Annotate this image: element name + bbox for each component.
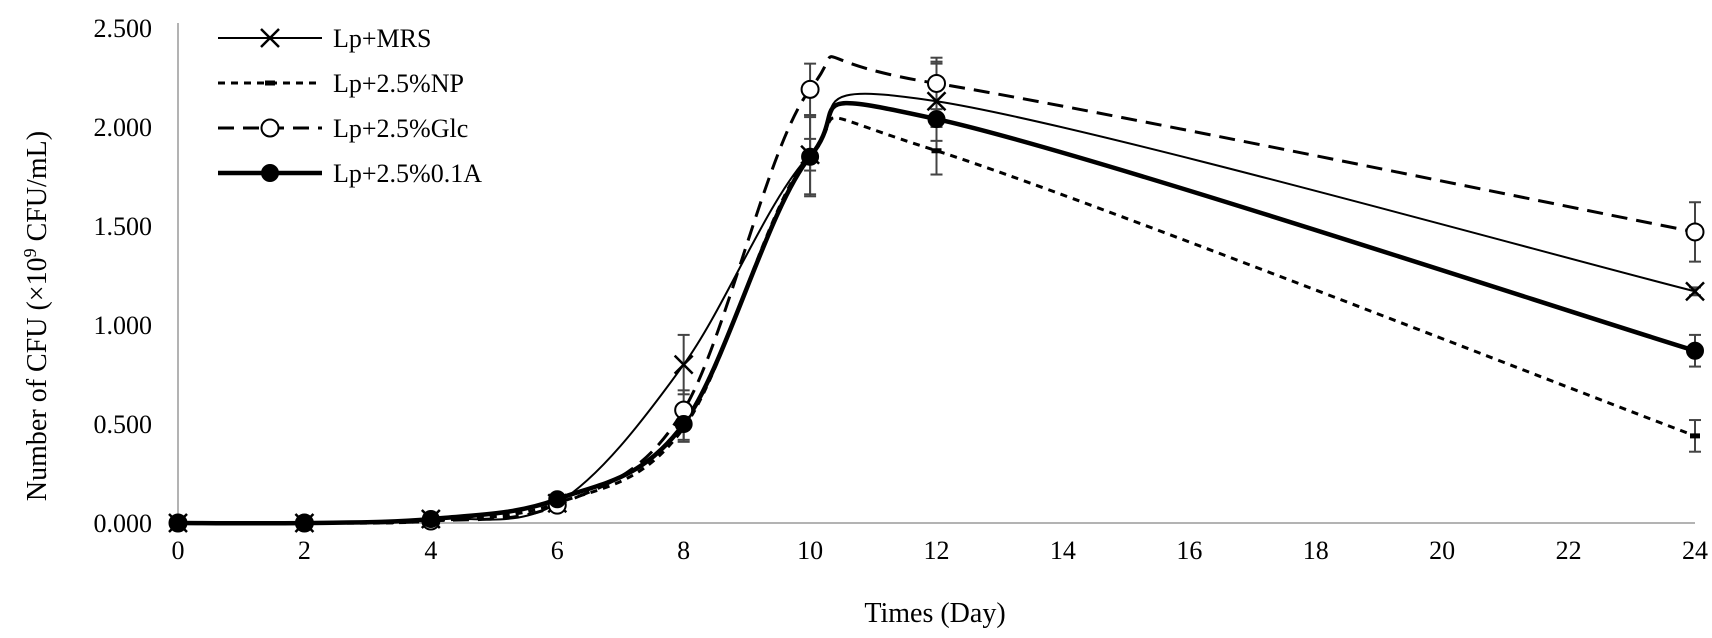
legend-label-lp-mrs: Lp+MRS: [333, 24, 431, 53]
legend-item-lp-mrs: Lp+MRS: [218, 24, 431, 53]
marker-lp-2-5-0-1a: [674, 415, 693, 433]
y-tick-label: 1.000: [94, 311, 153, 340]
x-tick-label: 4: [424, 536, 437, 565]
y-axis-title-superscript: 9: [20, 248, 40, 257]
marker-lp-mrs-stroke-b: [1685, 281, 1705, 302]
tick-labels: 0 2 4 6 8 10 12 14 16 18 20 22 240.0000.5001.0001.50…: [94, 14, 1709, 565]
marker-lp-mrs-stroke-b: [926, 91, 947, 112]
marker-lp-2-5-np: [931, 148, 942, 154]
x-tick-label: 18: [1303, 536, 1329, 565]
marker-lp-mrs: [1685, 281, 1705, 302]
x-tick-label: 8: [677, 536, 690, 565]
legend-marker-lp-mrs-stroke-b: [260, 28, 280, 48]
series-lines: [177, 55, 1696, 526]
marker-lp-2-5-0-1a: [169, 514, 187, 532]
y-tick-label: 0.500: [94, 410, 153, 439]
series-line-lp-2-5-glc: [177, 55, 1696, 525]
y-tick-label: 0.000: [94, 509, 153, 538]
x-tick-label: 10: [797, 536, 823, 565]
legend-marker-lp-2-5-0-1a: [261, 164, 279, 182]
legend-item-lp-2-5-np: Lp+2.5%NP: [218, 69, 464, 98]
legend-label-lp-2-5-0-1a: Lp+2.5%0.1A: [333, 159, 482, 188]
x-tick-label: 6: [551, 536, 564, 565]
x-tick-label: 12: [924, 536, 950, 565]
y-tick-label: 2.000: [94, 113, 153, 142]
y-axis-title: Number of CFU (×109 CFU/mL): [20, 131, 53, 501]
legend-marker-lp-2-5-glc: [260, 118, 280, 138]
x-tick-label: 16: [1176, 536, 1202, 565]
marker-lp-mrs: [926, 91, 947, 112]
legend-label-lp-2-5-glc: Lp+2.5%Glc: [333, 114, 468, 143]
marker-lp-2-5-glc: [1685, 222, 1705, 242]
marker-lp-2-5-glc: [800, 79, 820, 99]
marker-lp-mrs: [673, 354, 694, 375]
legend-item-lp-2-5-glc: Lp+2.5%Glc: [218, 114, 468, 143]
series-markers: [168, 73, 1705, 533]
marker-lp-2-5-glc: [927, 73, 946, 93]
legend-label-lp-2-5-np: Lp+2.5%NP: [333, 69, 464, 98]
x-axis-title: Times (Day): [864, 598, 1005, 629]
marker-lp-2-5-0-1a: [1686, 341, 1704, 360]
marker-lp-2-5-0-1a: [421, 510, 440, 529]
legend-marker-lp-mrs: [260, 28, 280, 48]
marker-lp-2-5-np: [1690, 433, 1700, 439]
y-axis-title-tail: CFU/mL): [22, 131, 53, 248]
y-tick-label: 2.500: [94, 14, 153, 43]
x-tick-label: 2: [298, 536, 311, 565]
x-tick-label: 24: [1682, 536, 1708, 565]
marker-lp-2-5-0-1a: [548, 490, 567, 509]
legend: Lp+MRS Lp+2.5%NP Lp+2.5%Glc Lp+2.5%0.1A: [218, 24, 482, 188]
x-tick-label: 20: [1429, 536, 1455, 565]
series-line-lp-2-5-0-1a: [177, 100, 1696, 526]
x-tick-label: 14: [1050, 536, 1076, 565]
legend-item-lp-2-5-0-1a: Lp+2.5%0.1A: [218, 159, 482, 188]
legend-marker-lp-2-5-np: [265, 80, 275, 86]
y-axis-title-main: Number of CFU (×10: [22, 257, 53, 501]
marker-lp-2-5-0-1a: [927, 110, 946, 129]
x-tick-label: 0: [172, 536, 185, 565]
marker-lp-2-5-0-1a: [295, 514, 314, 532]
marker-lp-mrs-stroke-b: [673, 354, 694, 375]
marker-lp-2-5-0-1a: [801, 147, 820, 166]
y-tick-label: 1.500: [94, 212, 153, 241]
x-tick-label: 22: [1556, 536, 1582, 565]
